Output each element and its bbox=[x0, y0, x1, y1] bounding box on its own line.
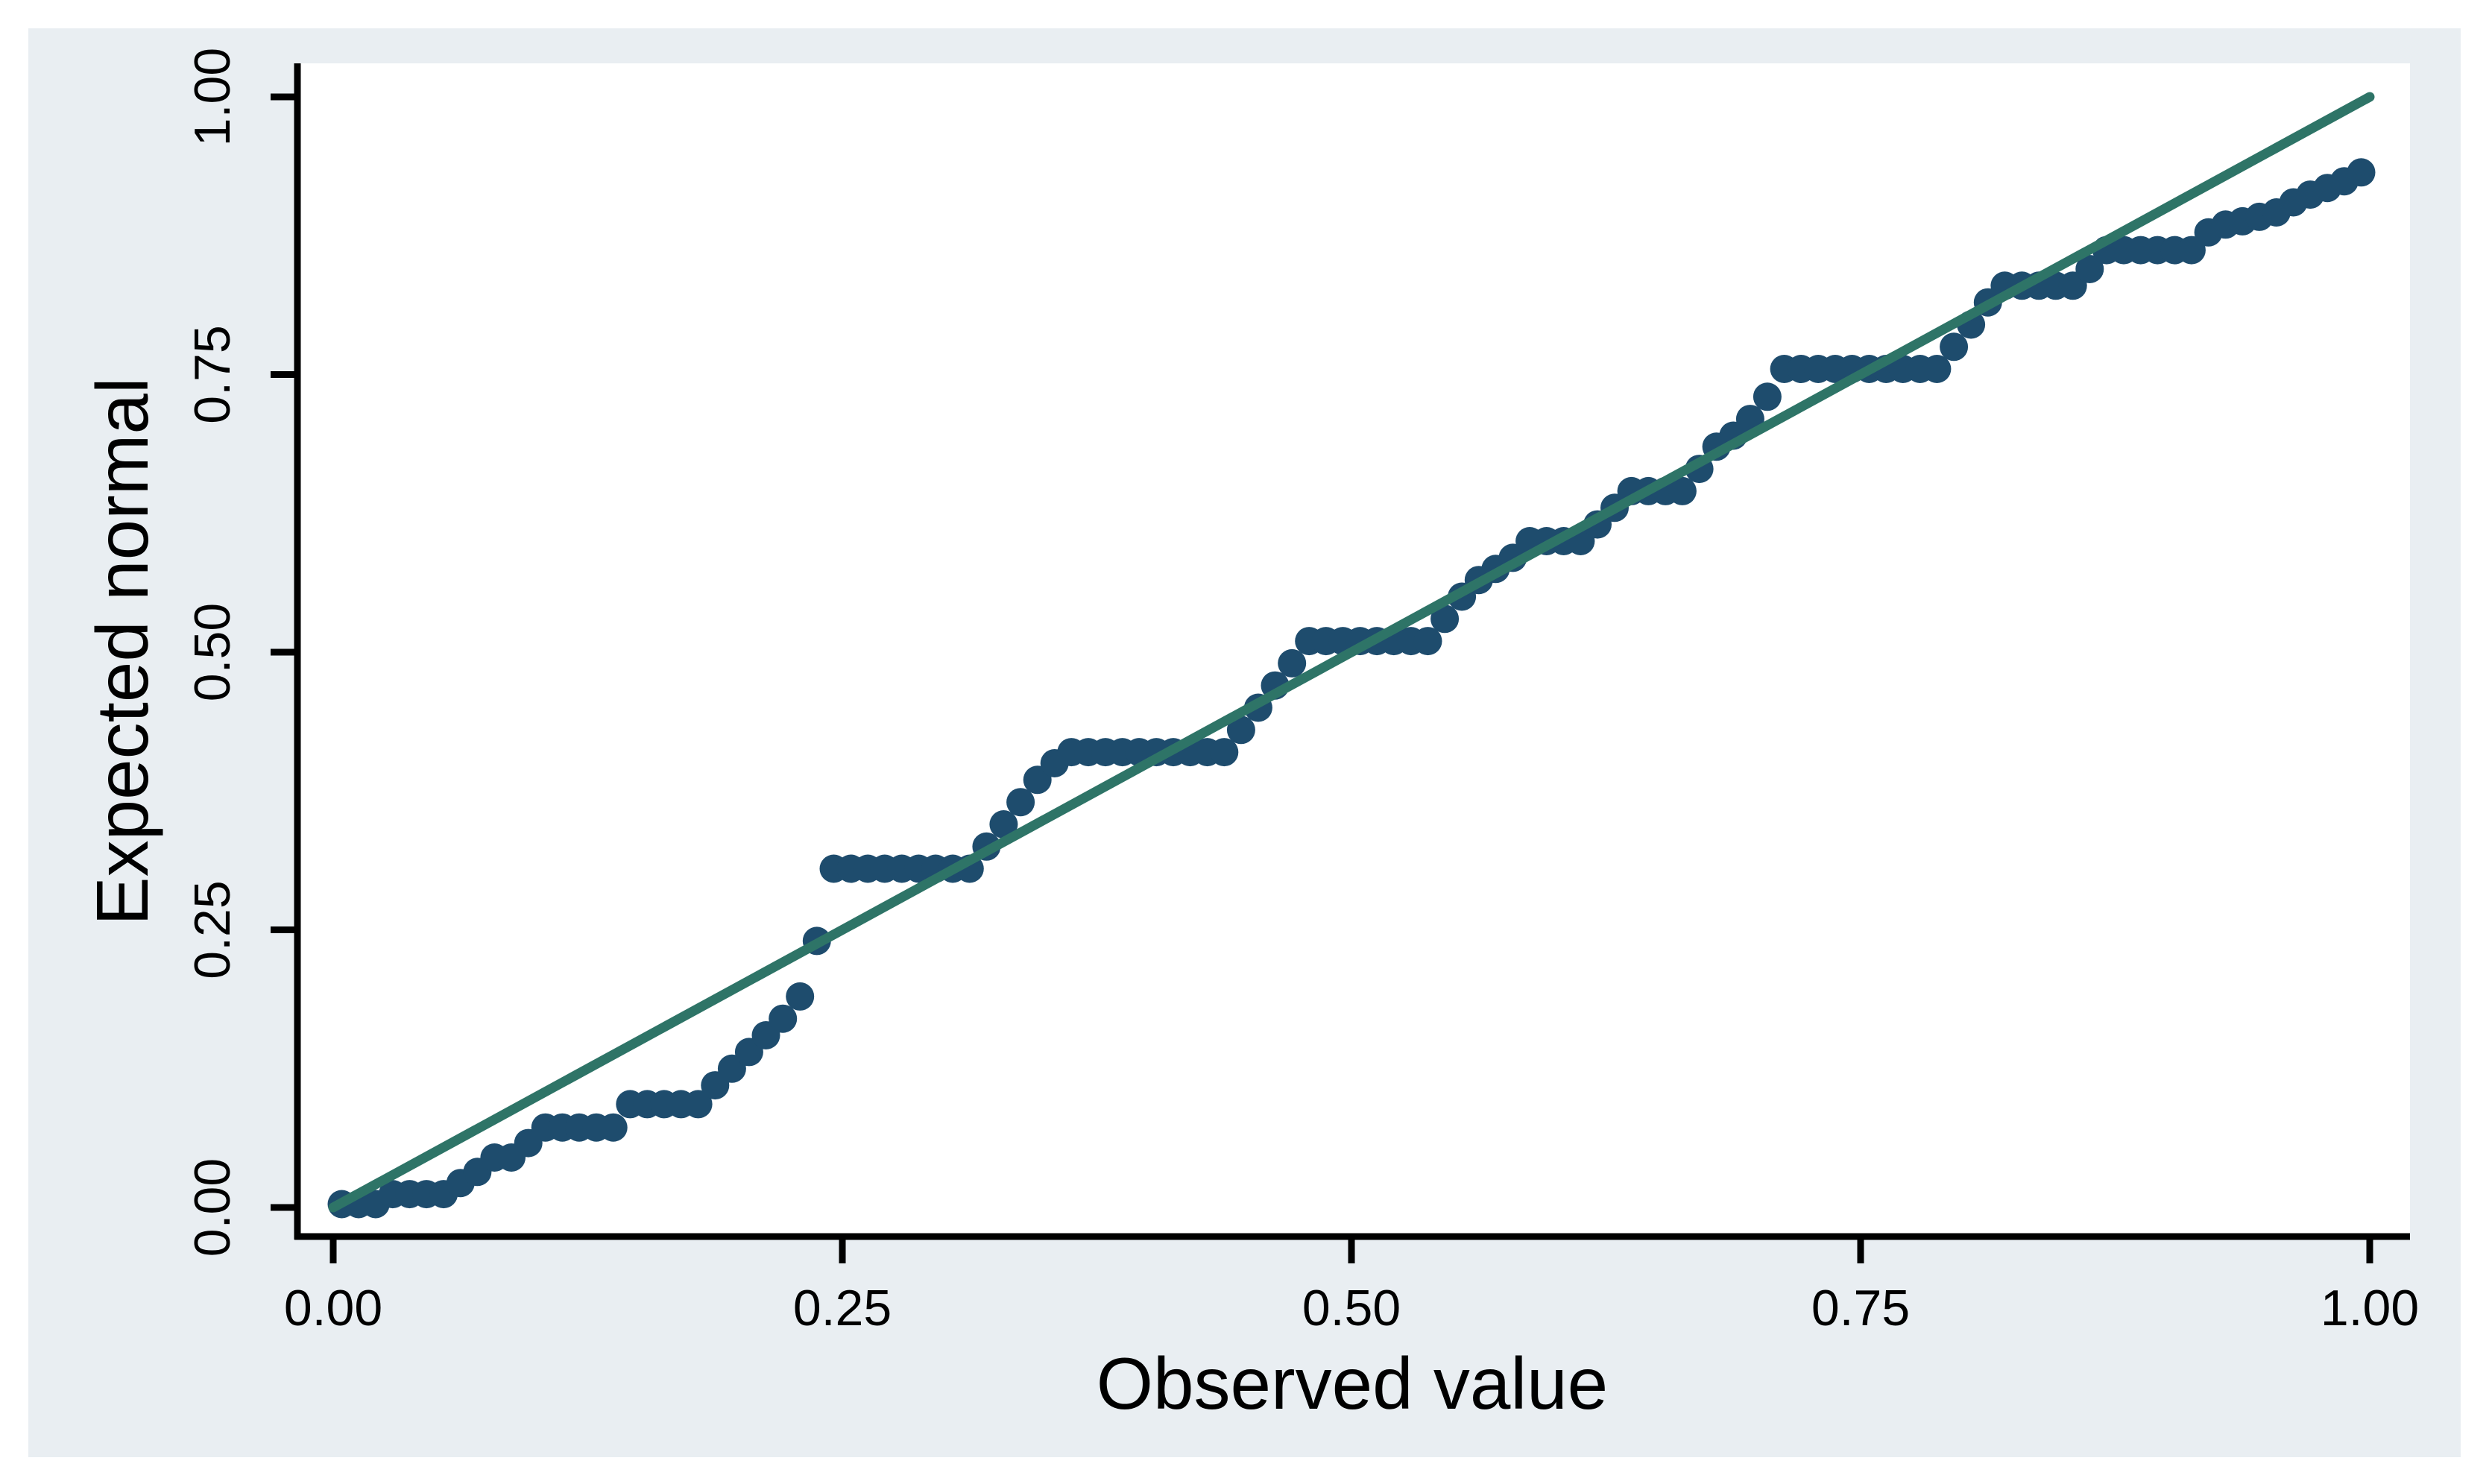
y-tick-label: 1.00 bbox=[184, 48, 241, 146]
x-axis-title: Observed value bbox=[1097, 1342, 1608, 1424]
x-tick-label: 0.25 bbox=[793, 1280, 892, 1336]
x-tick-label: 0.50 bbox=[1302, 1280, 1401, 1336]
data-point bbox=[1226, 716, 1255, 745]
data-point bbox=[2347, 158, 2376, 187]
y-tick-label: 0.75 bbox=[184, 325, 241, 423]
data-point bbox=[1210, 738, 1239, 767]
data-point bbox=[1922, 355, 1952, 383]
y-tick-label: 0.25 bbox=[184, 880, 241, 979]
axis-ticks: 0.00 0.25 0.50 0.75 1.00 0.00 0.25 0.50 0.75 1.00 bbox=[184, 48, 2419, 1336]
data-point bbox=[684, 1090, 713, 1119]
data-point bbox=[2177, 236, 2206, 265]
x-tick-label: 1.00 bbox=[2321, 1280, 2419, 1336]
reference-line-group bbox=[328, 92, 2375, 1213]
data-point bbox=[1753, 382, 1782, 411]
data-point bbox=[1006, 788, 1035, 817]
y-tick-label: 0.50 bbox=[184, 603, 241, 701]
data-point bbox=[599, 1113, 628, 1142]
data-point bbox=[1668, 476, 1697, 505]
y-axis-title: Expected normal bbox=[81, 377, 163, 925]
reference-line bbox=[328, 92, 2375, 1213]
data-point bbox=[1430, 604, 1460, 634]
data-point bbox=[2075, 255, 2104, 283]
data-point bbox=[1413, 627, 1442, 656]
data-point bbox=[786, 982, 815, 1011]
x-tick-label: 0.75 bbox=[1811, 1280, 1910, 1336]
data-point bbox=[1940, 332, 1969, 361]
data-point bbox=[1278, 648, 1307, 678]
data-point bbox=[769, 1004, 798, 1033]
x-tick-label: 0.00 bbox=[284, 1280, 382, 1336]
data-point bbox=[989, 810, 1018, 839]
y-tick-label: 0.00 bbox=[184, 1158, 241, 1257]
